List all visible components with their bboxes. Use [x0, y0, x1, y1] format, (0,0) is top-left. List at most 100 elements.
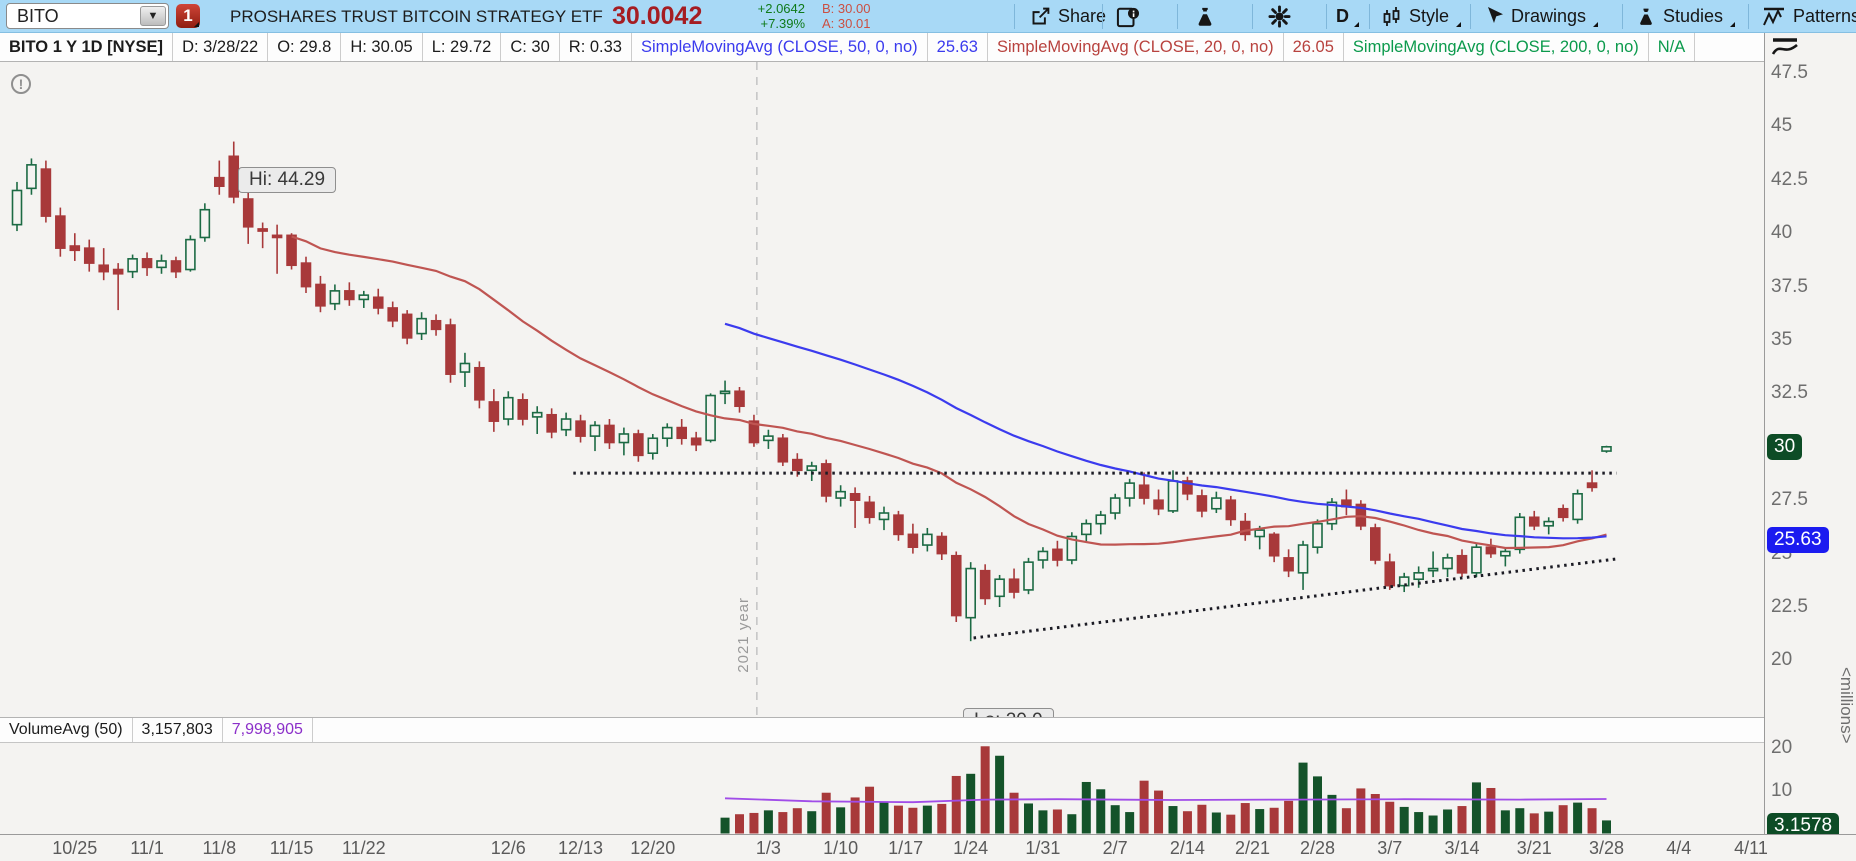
price-chart-canvas[interactable]: ! Hi: 44.29 Lo: 20.9 2021 year [0, 62, 1764, 734]
axis-price-badge: 30 [1767, 433, 1803, 460]
date-tick-label: 11/22 [341, 838, 386, 858]
price-tick-label: 37.5 [1771, 275, 1808, 297]
volume-chart-canvas[interactable] [0, 743, 1764, 834]
toolbar-separator [1014, 4, 1015, 29]
price-tick-label: 32.5 [1771, 382, 1808, 404]
date-tick-label: 1/31 [1025, 838, 1061, 858]
price-axis[interactable]: <millions> 47.5 45 42.5 40 37.5 35 32.5 27.5 25 2… [1764, 33, 1856, 840]
candlestick-chart [11, 62, 1617, 717]
axis-price-badge: 25.63 [1767, 527, 1829, 554]
date-tick-label: 3/28 [1588, 838, 1625, 858]
date-tick-label: 1/3 [755, 838, 781, 858]
symbol-value[interactable]: BITO [17, 5, 59, 26]
date-tick-label: 11/8 [202, 838, 237, 858]
drawings-label: Drawings [1511, 6, 1587, 26]
date-tick-label: 2/7 [1102, 838, 1128, 858]
symbol-dropdown-button[interactable]: ▼ [140, 6, 166, 26]
year-divider-label: 2021 year [735, 597, 752, 673]
price-tick-label: 47.5 [1771, 62, 1808, 83]
toolbar-separator [1470, 4, 1471, 29]
price-tick-label: 22.5 [1771, 596, 1808, 617]
analyze-button[interactable] [1190, 0, 1220, 33]
studies-button[interactable]: Studies [1632, 0, 1736, 33]
note-info-icon [1116, 7, 1139, 27]
chart-header-row: BITO 1 Y 1D [NYSE] D: 3/28/22 O: 29.8 H:… [0, 33, 1764, 62]
drawings-button[interactable]: Drawings [1480, 0, 1599, 33]
candlestick-style-icon [1383, 6, 1400, 26]
toolbar-separator [1177, 4, 1178, 29]
date-tick-label: 12/13 [558, 838, 604, 858]
cursor-icon [1488, 6, 1503, 23]
toolbar-separator [1252, 4, 1253, 29]
timeframe-button[interactable]: D [1332, 0, 1359, 33]
toolbar-separator [1748, 4, 1749, 29]
ohlc-date: D: 3/28/22 [173, 33, 269, 61]
toolbar-separator [1369, 4, 1370, 29]
patterns-button[interactable]: Patterns [1758, 0, 1856, 33]
date-tick-label: 12/6 [490, 838, 526, 858]
studies-label: Studies [1663, 6, 1724, 26]
price-tick-label: 35 [1771, 329, 1793, 350]
date-tick-label: 2/21 [1234, 838, 1270, 858]
change-percent: +7.39% [760, 16, 805, 31]
date-tick-label: 2/14 [1169, 838, 1205, 858]
volume-header-filler [313, 718, 1764, 742]
share-icon [1032, 7, 1050, 25]
price-tick-label: 27.5 [1771, 489, 1808, 511]
share-button[interactable]: Share [1026, 0, 1110, 33]
volume-bars-chart [720, 746, 1611, 834]
date-tick-label: 1/10 [823, 838, 859, 858]
price-change: +2.0642 +7.39% [743, 1, 805, 31]
volume-tick-label: 20 [1771, 737, 1793, 758]
settings-button[interactable] [1264, 0, 1295, 33]
notes-button[interactable] [1112, 0, 1144, 33]
high-marker-tooltip: Hi: 44.29 [238, 167, 337, 193]
date-tick-label: 10/25 [52, 838, 98, 858]
toolbar-separator [1622, 4, 1623, 29]
change-value: +2.0642 [757, 1, 805, 16]
date-tick-label: 3/14 [1444, 838, 1480, 858]
dropdown-corner-icon [1593, 22, 1599, 27]
date-tick-label: 4/11 [1734, 838, 1768, 858]
date-tick-label: 2/28 [1299, 838, 1336, 858]
dropdown-corner-icon [194, 22, 199, 27]
flask-icon [1640, 8, 1652, 25]
price-tick-label: 45 [1771, 115, 1793, 137]
volume-current-value: 3,157,803 [133, 718, 223, 742]
date-tick-label: 1/17 [888, 838, 924, 858]
date-axis[interactable]: 10/25 11/1 11/8 11/15 11/22 12/6 12/13 12/20 1/3… [0, 834, 1856, 861]
header-filler [1695, 33, 1764, 61]
dropdown-corner-icon [1354, 22, 1359, 27]
chart-info-icon[interactable]: ! [11, 74, 31, 94]
volume-tick-label: 10 [1771, 780, 1793, 801]
date-tick-label: 3/7 [1377, 838, 1403, 858]
ohlc-range: R: 0.33 [560, 33, 632, 61]
study-sma20-value: 26.05 [1284, 33, 1344, 61]
ohlc-close: C: 30 [501, 33, 560, 61]
style-button[interactable]: Style [1378, 0, 1462, 33]
dropdown-corner-icon [1456, 22, 1462, 27]
study-sma50-value: 25.63 [928, 33, 988, 61]
alerts-count: 1 [183, 6, 193, 25]
price-tick-label: 42.5 [1771, 168, 1808, 190]
date-tick-label: 11/15 [269, 838, 314, 858]
style-label: Style [1409, 6, 1450, 26]
study-sma200-label[interactable]: SimpleMovingAvg (CLOSE, 200, 0, no) [1344, 33, 1649, 61]
ohlc-open: O: 29.8 [268, 33, 342, 61]
axis-scale-icon[interactable] [1771, 36, 1801, 60]
date-tick-label: 1/24 [953, 838, 989, 858]
toolbar-separator [1102, 4, 1103, 29]
date-tick-label: 11/1 [130, 838, 164, 858]
main-toolbar: BITO ▼ 1 PROSHARES TRUST BITCOIN STRATEG… [0, 0, 1856, 33]
volume-study-label[interactable]: VolumeAvg (50) [0, 718, 133, 742]
ask-value: A: 30.01 [822, 16, 871, 31]
dropdown-corner-icon [1730, 22, 1736, 27]
study-sma50-label[interactable]: SimpleMovingAvg (CLOSE, 50, 0, no) [632, 33, 928, 61]
alerts-badge[interactable]: 1 [176, 4, 200, 28]
study-sma20-label[interactable]: SimpleMovingAvg (CLOSE, 20, 0, no) [988, 33, 1284, 61]
company-name: PROSHARES TRUST BITCOIN STRATEGY ETF [230, 7, 603, 26]
ohlc-high: H: 30.05 [341, 33, 423, 61]
date-tick-label: 12/20 [630, 838, 676, 858]
symbol-input[interactable]: BITO ▼ [6, 3, 169, 29]
